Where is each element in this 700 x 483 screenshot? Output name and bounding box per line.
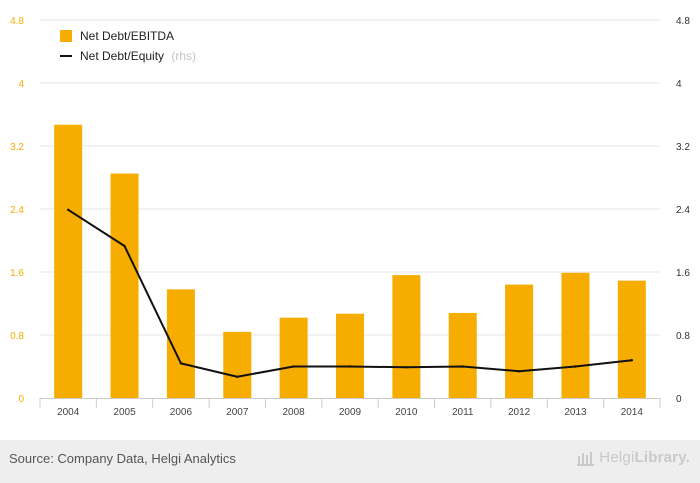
left-tick-label: 0.8 <box>10 331 24 342</box>
line-point <box>236 375 239 378</box>
right-tick-label: 0.8 <box>676 331 690 342</box>
brand-name-part2: Library. <box>634 449 690 466</box>
x-tick-label: 2012 <box>508 407 531 418</box>
x-tick-label: 2009 <box>339 407 362 418</box>
bar <box>54 124 83 399</box>
line-point <box>292 365 295 368</box>
x-tick-label: 2014 <box>621 407 644 418</box>
bar <box>561 272 590 398</box>
x-tick-label: 2004 <box>57 407 80 418</box>
bar <box>223 331 252 398</box>
bar <box>505 284 534 398</box>
bar <box>448 312 477 398</box>
right-axis: 0 0.8 1.6 2.4 3.2 4 4.8 <box>676 16 690 405</box>
bar <box>336 313 364 398</box>
brand-name-part1: Helgi <box>599 449 635 466</box>
line-point <box>348 365 352 368</box>
gridlines <box>40 19 660 336</box>
x-axis: 2004 2005 2006 2007 2008 2009 2010 2011 2012 2013… <box>39 398 661 418</box>
x-tick-label: 2010 <box>395 407 418 418</box>
line-series <box>66 208 634 378</box>
line-point <box>630 359 634 362</box>
line-point <box>179 362 183 365</box>
brand-logo: Helgi Library. <box>577 449 690 466</box>
right-tick-label: 3.2 <box>676 142 690 153</box>
x-tick-label: 2007 <box>226 407 249 418</box>
left-axis: 0 0.8 1.6 2.4 3.2 4 4.8 <box>10 16 24 405</box>
legend: Net Debt/EBITDA Net Debt/Equity (rhs) <box>60 29 196 63</box>
right-tick-label: 0 <box>676 394 682 405</box>
left-tick-label: 1.6 <box>10 268 24 279</box>
chart: 0 0.8 1.6 2.4 3.2 4 4.8 0 0.8 1.6 2.4 3.2 4 4.8 2004… <box>10 16 690 418</box>
legend-label-bar: Net Debt/EBITDA <box>80 29 174 43</box>
x-tick-label: 2011 <box>452 407 474 418</box>
left-tick-label: 4.8 <box>10 16 24 27</box>
right-tick-label: 2.4 <box>676 205 690 216</box>
bar-series <box>54 124 646 399</box>
bar <box>279 317 308 398</box>
source-note: Source: Company Data, Helgi Analytics <box>9 451 236 466</box>
right-tick-label: 1.6 <box>676 268 690 279</box>
line-point <box>405 366 408 369</box>
bar <box>617 280 646 398</box>
x-tick-label: 2005 <box>113 407 136 418</box>
x-tick-label: 2013 <box>564 407 587 418</box>
line-point <box>517 370 521 373</box>
right-tick-label: 4 <box>676 79 682 90</box>
left-tick-label: 2.4 <box>10 205 24 216</box>
x-tick-label: 2006 <box>170 407 193 418</box>
line-point <box>66 208 70 211</box>
bar <box>110 173 139 398</box>
x-tick-label: 2008 <box>283 407 306 418</box>
line-point <box>461 365 464 368</box>
left-tick-label: 4 <box>18 79 24 90</box>
library-icon <box>577 451 595 466</box>
legend-swatch-bar <box>60 30 72 42</box>
left-tick-label: 3.2 <box>10 142 24 153</box>
bar <box>392 275 421 398</box>
legend-label-line-suffix: (rhs) <box>171 49 196 63</box>
right-tick-label: 4.8 <box>676 16 690 27</box>
line-point <box>574 365 577 368</box>
line-point <box>123 244 126 248</box>
legend-label-line-text: Net Debt/Equity <box>80 49 164 63</box>
legend-label-line: Net Debt/Equity (rhs) <box>80 49 196 63</box>
left-tick-label: 0 <box>18 394 24 405</box>
